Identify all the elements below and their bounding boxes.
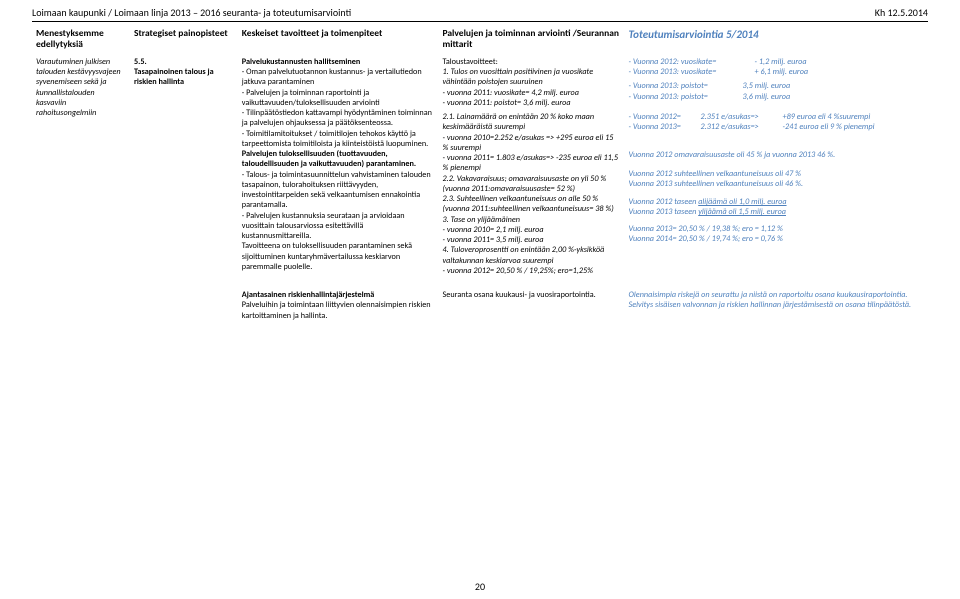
c5-l6b: 2.312 e/asukas=> [701,122,779,132]
c4-21b: - vuonna 2010=2.252 e/asukas => +295 eur… [443,133,621,154]
c5-l4a: - Vuonna 2013: poistot= [629,92,739,102]
c4-22b-t: (vuonna 2011:omavaraisuusaste= 52 %) [443,184,576,194]
r2-col3: Ajantasainen riskienhallintajärjestelmä … [238,290,439,321]
c5-l10: Vuonna 2012 taseen alijäämä oli 1,0 milj… [629,197,924,207]
c3-p4: - Toimitilamitoitukset / toimitilojen te… [242,129,435,150]
table-head-row: Menestyksemme edellytyksiä Strategiset p… [0,28,960,57]
c3-title2: Palvelujen tuloksellisuuden (tuottavuude… [242,149,435,170]
c4-21a: 2.1. Lainamäärä on enintään 20 % koko ma… [443,112,621,133]
c5-l2a: - Vuonna 2013: vuosikate= [629,67,751,77]
c5-l5a: - Vuonna 2012= [629,112,701,122]
page-number: 20 [475,580,485,593]
col4-body: Taloustavoitteet: 1. Tulos on vuosittain… [439,57,625,276]
col3-body: Palvelukustannusten hallitseminen - Oman… [238,57,439,276]
c5-l5: - Vuonna 2012= 2.351 e/asukas=> +89 euro… [629,112,924,122]
c3-title1: Palvelukustannusten hallitseminen [242,57,435,67]
r2-c3-title: Ajantasainen riskienhallintajärjestelmä [242,290,435,300]
col5-head: Toteutumisarviointia 5/2014 [625,28,928,57]
c4-1b: - vuonna 2011: vuosikate= 4,2 milj. euro… [443,88,621,98]
c5-l3: - Vuonna 2013: poistot= 3,5 milj. euroa [629,81,924,91]
c5-l6a: - Vuonna 2013= [629,122,701,132]
col1-body: Varautuminen julkisen talouden kestävyys… [32,57,130,276]
doc-header: Loimaan kaupunki / Loimaan linja 2013 – … [0,0,960,21]
col4-head: Palvelujen ja toiminnan arviointi /Seura… [439,28,625,57]
c5-l2: - Vuonna 2013: vuosikate= + 6,1 milj. eu… [629,67,924,77]
c3-p7: Tavoitteena on tuloksellisuuden parantam… [242,241,435,272]
c4-3a: 3. Tase on ylijäämäinen [443,215,621,225]
c2-num: 5.5. [134,57,234,67]
r2-c5a: Olennaisimpia riskejä on seurattu ja nii… [629,290,924,300]
c5-l4b: 3,6 milj. euroa [739,92,924,102]
c4-21c: - vuonna 2011= 1.803 e/asukas=> -235 eur… [443,153,621,174]
c5-l11b: ylijäämä oli 1,5 milj. euroa [698,207,786,217]
c3-p5: - Talous- ja toimintasuunnittelun vahvis… [242,170,435,211]
c5-l1b: - 1,2 milj. euroa [751,57,924,67]
c5-l5c: +89 euroa eli 4 %suurempi [779,112,924,122]
c5-l10b: alijäämä oli 1,0 milj. euroa [698,197,786,207]
c5-l3a: - Vuonna 2013: poistot= [629,81,739,91]
c5-l6c: -241 euroa eli 9 % pienempi [779,122,924,132]
table-row: Varautuminen julkisen talouden kestävyys… [0,57,960,276]
col1-head: Menestyksemme edellytyksiä [32,28,130,57]
c5-l4: - Vuonna 2013: poistot= 3,6 milj. euroa [629,92,924,102]
r2-c5b: Selvitys sisäisen valvonnan ja riskien h… [629,300,924,310]
c3-p2: - Palvelujen ja toiminnan raportointi ja… [242,88,435,109]
c5-l11a: Vuonna 2013 taseen [629,207,699,217]
c5-l12: Vuonna 2013= 20,50 % / 19,38 %; ero = 1,… [629,224,924,234]
c4-1a: 1. Tulos on vuosittain positiivinen ja v… [443,67,621,88]
r2-c3-p: Palveluihin ja toimintaan liittyvien ole… [242,300,435,321]
c4-4a: 4. Tuloveroprosentti on enintään 2,00 %-… [443,245,621,266]
r2-col5: Olennaisimpia riskejä on seurattu ja nii… [625,290,928,321]
c5-l1a: - Vuonna 2012: vuosikate= [629,57,751,67]
header-left: Loimaan kaupunki / Loimaan linja 2013 – … [32,6,351,19]
c4-22a: 2.2. Vakavaraisuus; omavaraisuusaste on … [443,174,621,195]
c4-23b: (vuonna 2011:suhteellinen velkaantuneisu… [443,204,621,214]
c3-p1: - Oman palvelutuotannon kustannus- ja ve… [242,67,435,88]
col5-body: - Vuonna 2012: vuosikate= - 1,2 milj. eu… [625,57,928,276]
c4-1c: - vuonna 2011: poistot= 3,6 milj. euroa [443,98,621,108]
col2-empty [130,290,238,321]
table-row: Ajantasainen riskienhallintajärjestelmä … [0,290,960,321]
c5-l2b: + 6,1 milj. euroa [751,67,924,77]
r2-c4: Seuranta osana kuukausi- ja vuosiraporto… [443,290,621,300]
c5-l3b: 3,5 milj. euroa [739,81,924,91]
spacer [629,161,924,169]
c4-t: Taloustavoitteet: [443,57,621,67]
col3-head: Keskeiset tavoitteet ja toimenpiteet [238,28,439,57]
c5-l7: Vuonna 2012 omavaraisuusaste oli 45 % ja… [629,150,924,160]
col2-body: 5.5. Tasapainoinen talous ja riskien hal… [130,57,238,276]
spacer [629,132,924,150]
c3-p3: - Tilinpäätöstiedon kattavampi hyödyntäm… [242,108,435,129]
c5-l8: Vuonna 2012 suhteellinen velkaantuneisuu… [629,169,924,179]
c5-l1: - Vuonna 2012: vuosikate= - 1,2 milj. eu… [629,57,924,67]
c4-4b: - vuonna 2012= 20,50 % / 19,25%; ero=1,2… [443,266,621,276]
col2-head: Strategiset painopisteet [130,28,238,57]
c4-22a-t: 2.2. Vakavaraisuus; omavaraisuusaste on … [443,174,607,184]
c2-title: Tasapainoinen talous ja riskien hallinta [134,67,234,88]
col1-text: Varautuminen julkisen talouden kestävyys… [36,57,121,118]
header-right: Kh 12.5.2014 [875,6,928,19]
c5-l9: Vuonna 2013 suhteellinen velkaantuneisuu… [629,179,924,189]
c5-l5b: 2.351 e/asukas=> [701,112,779,122]
c3-p6: - Palvelujen kustannuksia seurataan ja a… [242,211,435,242]
header-divider [32,21,928,22]
col1-empty [32,290,130,321]
r2-col4: Seuranta osana kuukausi- ja vuosiraporto… [439,290,625,321]
c5-l11: Vuonna 2013 taseen ylijäämä oli 1,5 milj… [629,207,924,217]
c4-23a: 2.3. Suhteellinen velkaantuneisuus on al… [443,194,621,204]
c4-3c: - vuonna 2011= 3,5 milj. euroa [443,235,621,245]
c5-l13: Vuonna 2014= 20,50 % / 19,74 %; ero = 0,… [629,234,924,244]
c4-3b: - vuonna 2010= 2,1 milj. euroa [443,225,621,235]
c5-l6: - Vuonna 2013= 2.312 e/asukas=> -241 eur… [629,122,924,132]
c5-l10a: Vuonna 2012 taseen [629,197,699,207]
spacer [629,102,924,112]
spacer [629,189,924,197]
